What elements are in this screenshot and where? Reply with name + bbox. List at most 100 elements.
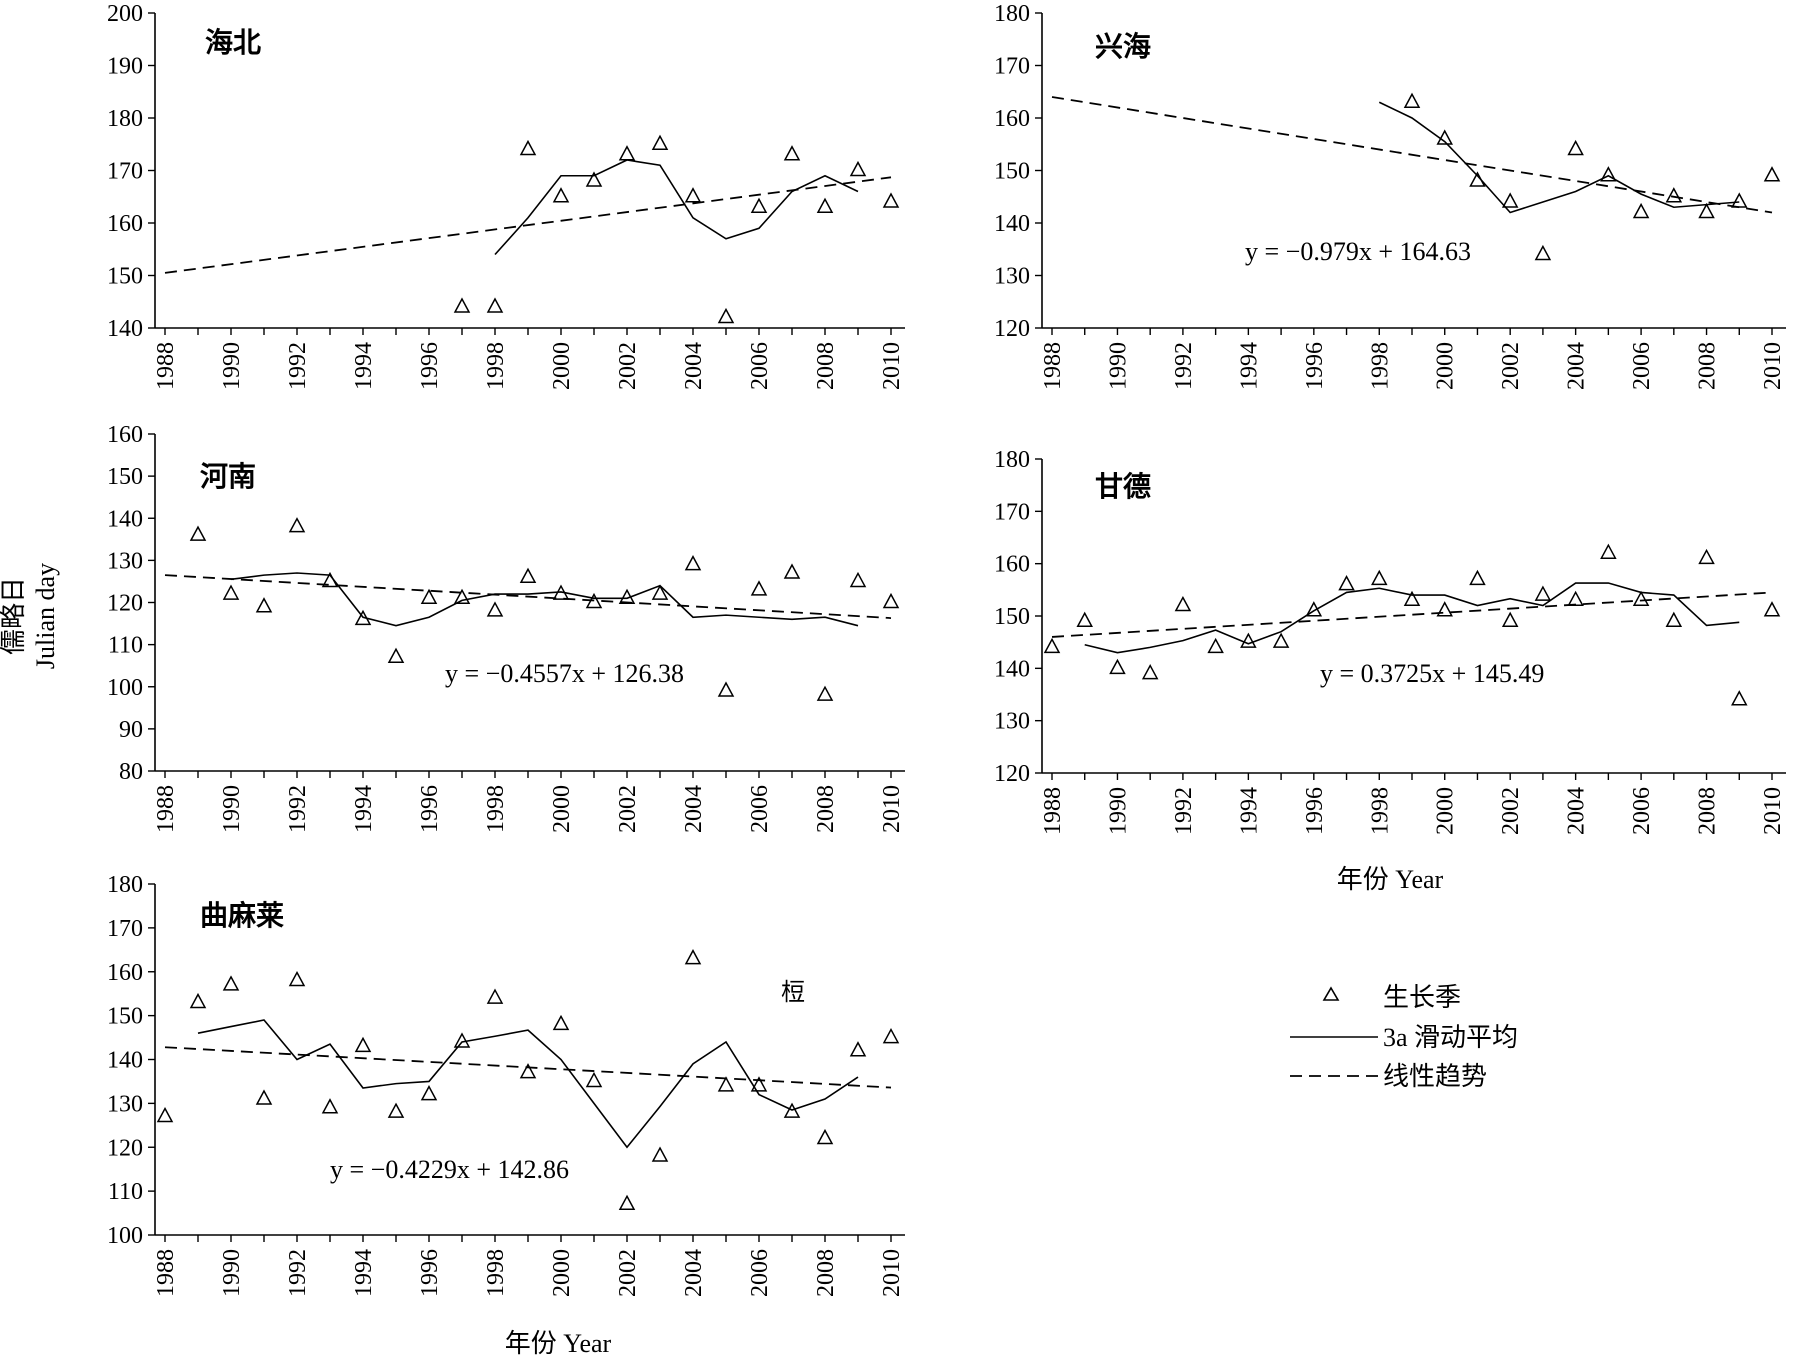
- y-tick-label: 150: [107, 464, 143, 490]
- x-tick-label: 1988: [153, 342, 179, 390]
- x-tick-label: 1998: [1367, 787, 1393, 835]
- data-point-triangle: [1436, 129, 1453, 145]
- y-tick-label: 170: [994, 499, 1030, 525]
- y-tick-label: 120: [107, 1135, 143, 1161]
- data-point-triangle: [783, 145, 801, 161]
- legend-label: 生长季: [1383, 983, 1461, 1012]
- y-tick-label: 190: [107, 54, 143, 80]
- data-point-triangle: [1534, 585, 1552, 601]
- y-tick-label: 110: [108, 633, 143, 659]
- y-tick-label: 180: [107, 106, 143, 132]
- data-point-triangle: [1141, 663, 1159, 680]
- x-tick-label: 2000: [549, 342, 575, 390]
- data-point-triangle: [750, 197, 768, 213]
- data-point-triangle: [1632, 590, 1650, 607]
- data-point-triangle: [717, 1076, 735, 1092]
- data-point-triangle: [1501, 611, 1519, 627]
- x-tick-label: 2008: [813, 785, 839, 833]
- y-tick-label: 120: [994, 761, 1030, 787]
- data-point-triangle: [222, 584, 240, 600]
- x-tick-label: 1992: [285, 342, 311, 390]
- moving-average-line: [1378, 101, 1740, 214]
- data-point-triangle: [1207, 637, 1224, 654]
- legend-item-growing-season: 生长季: [1322, 983, 1461, 1012]
- legend-item-linear-trend: 线性趋势: [1290, 1062, 1487, 1091]
- data-point-triangle: [552, 187, 570, 203]
- x-tick-label: 1998: [483, 785, 509, 833]
- x-tick-label: 2010: [879, 342, 905, 390]
- y-tick-label: 150: [107, 264, 143, 290]
- x-tick-label: 2004: [681, 785, 707, 833]
- data-point-triangle: [1665, 187, 1683, 203]
- x-tick-label: 2004: [681, 1249, 707, 1297]
- data-point-triangle: [1600, 543, 1617, 559]
- panel-haibei: 140 150 160 170 180 190 200 1988 1990 1992 1994 199…: [107, 1, 905, 390]
- data-point-triangle: [1371, 569, 1388, 586]
- panel-title: 河南: [200, 461, 256, 493]
- moving-average-line: [494, 159, 859, 256]
- x-tick-label: 2004: [681, 342, 707, 390]
- y-tick-label: 100: [107, 675, 143, 701]
- regression-equation: y = −0.4229x + 142.86: [330, 1155, 569, 1184]
- trend-line: [1051, 96, 1773, 214]
- y-tick-label: 120: [994, 316, 1030, 342]
- y-tick-label: 140: [107, 316, 143, 342]
- x-tick-label: 2004: [1564, 342, 1590, 390]
- data-point-triangle: [1109, 658, 1126, 675]
- data-point-triangle: [321, 1098, 339, 1114]
- x-tick-label: 1998: [483, 342, 509, 390]
- x-tick-label: 2010: [879, 1249, 905, 1297]
- y-tick-label: 140: [994, 211, 1030, 237]
- data-point-triangle: [1403, 590, 1421, 607]
- x-tick-label: 1996: [417, 785, 443, 833]
- data-point-triangle: [849, 1041, 867, 1057]
- moving-average-line: [197, 1019, 859, 1149]
- x-tick-label: 1996: [417, 342, 443, 390]
- panel-title: 兴海: [1095, 31, 1151, 63]
- x-tick-label: 1994: [1236, 342, 1262, 390]
- legend-triangle-marker: [1322, 986, 1340, 1001]
- legend: 生长季 3a 滑动平均 线性趋势: [1290, 983, 1518, 1091]
- x-tick-label: 1996: [1302, 787, 1328, 835]
- data-point-triangle: [684, 555, 702, 571]
- data-point-triangle: [1763, 601, 1781, 617]
- moving-average-line: [230, 572, 859, 627]
- x-tick-label: 1992: [1171, 787, 1197, 835]
- data-point-triangle: [354, 1036, 372, 1053]
- data-point-triangle: [750, 580, 768, 596]
- x-tick-label: 2004: [1564, 787, 1590, 835]
- legend-item-moving-average: 3a 滑动平均: [1290, 1023, 1518, 1052]
- data-point-triangle: [849, 160, 867, 177]
- x-tick-label: 1990: [1105, 342, 1131, 390]
- y-tick-label: 180: [994, 1, 1030, 27]
- x-tick-label: 2008: [1695, 787, 1721, 835]
- x-tick-label: 1996: [417, 1249, 443, 1297]
- data-point-triangle: [486, 601, 504, 617]
- regression-equation: y = 0.3725x + 145.49: [1320, 659, 1544, 688]
- y-tick-label: 160: [994, 552, 1030, 578]
- data-point-triangle: [1338, 575, 1355, 591]
- x-tick-label: 1990: [219, 1249, 245, 1297]
- data-point-triangle: [288, 970, 306, 987]
- data-point-triangle: [387, 647, 405, 664]
- data-point-triangle: [882, 192, 900, 208]
- x-tick-label: 1994: [351, 1249, 377, 1297]
- x-tick-label: 2006: [1629, 342, 1655, 390]
- data-point-triangle: [222, 975, 240, 991]
- x-tick-label: 1994: [351, 785, 377, 833]
- trend-line: [164, 574, 892, 619]
- data-point-triangle: [783, 1102, 801, 1118]
- trend-line: [164, 176, 892, 274]
- y-tick-label: 140: [994, 656, 1030, 682]
- x-tick-label: 2002: [1498, 342, 1524, 390]
- x-tick-label: 1990: [219, 785, 245, 833]
- data-point-triangle: [1436, 601, 1453, 617]
- data-point-triangle: [585, 171, 603, 187]
- y-axis-title-en: Julian day: [31, 563, 60, 669]
- stray-mark: 梪: [781, 979, 805, 1006]
- trend-line: [164, 1046, 892, 1089]
- data-point-triangle: [651, 584, 669, 600]
- legend-label: 3a 滑动平均: [1383, 1023, 1518, 1052]
- x-tick-label: 1992: [285, 785, 311, 833]
- data-point-triangle: [1731, 690, 1748, 706]
